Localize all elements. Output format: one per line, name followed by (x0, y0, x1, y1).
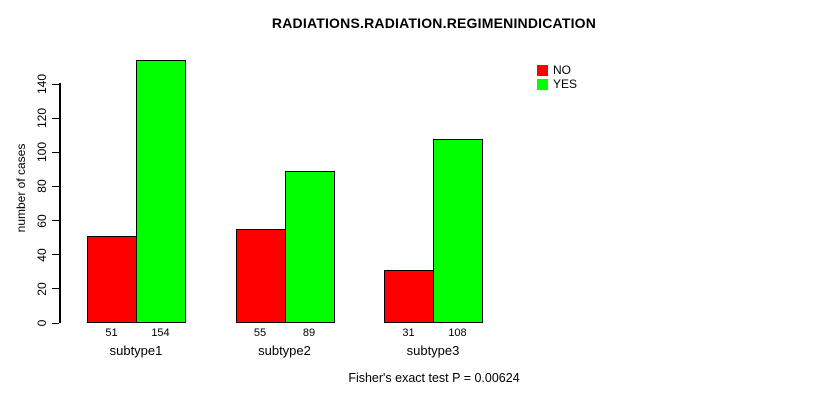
y-axis-line (59, 83, 61, 323)
bar-subtype3-yes (433, 139, 483, 323)
legend-swatch-no-icon (537, 65, 548, 76)
bar-value-label: 89 (302, 327, 316, 339)
bar-subtype1-yes (136, 60, 186, 323)
bar-value-label: 31 (402, 327, 415, 339)
bar-value-label: 108 (448, 327, 467, 339)
footnote-text: Fisher's exact test P = 0.00624 (348, 371, 520, 385)
y-tick-label: 0 (35, 319, 49, 327)
legend-item-no: NO (537, 64, 577, 77)
y-tick-label: 60 (35, 213, 49, 228)
y-axis-tick (52, 288, 59, 290)
y-tick-label: 20 (35, 282, 49, 296)
legend-label-no: NO (553, 63, 571, 77)
y-axis-tick (52, 185, 59, 187)
y-axis-tick (52, 220, 59, 222)
y-axis-tick (52, 117, 59, 119)
legend-item-yes: YES (537, 78, 577, 91)
y-axis-tick (52, 254, 59, 256)
bar-subtype3-no (384, 270, 434, 323)
x-category-label: subtype3 (406, 343, 460, 358)
y-tick-label: 40 (35, 248, 49, 262)
y-tick-label: 100 (35, 142, 49, 163)
bar-subtype2-no (235, 229, 286, 323)
x-category-label: subtype1 (109, 343, 163, 358)
legend-label-yes: YES (553, 77, 578, 91)
y-tick-label: 120 (35, 108, 49, 129)
bar-value-label: 154 (151, 327, 170, 339)
bar-subtype1-no (87, 236, 137, 323)
y-axis-tick (52, 151, 59, 153)
bar-value-label: 55 (253, 327, 267, 339)
y-axis-tick (52, 83, 59, 85)
bar-subtype2-yes (284, 171, 335, 323)
y-tick-label: 80 (35, 179, 49, 194)
y-tick-label: 140 (35, 73, 49, 95)
bar-value-label: 51 (105, 327, 118, 339)
y-axis-tick (52, 322, 59, 324)
legend: NO YES (537, 64, 577, 92)
y-axis-title: number of cases (14, 143, 28, 233)
legend-swatch-yes-icon (537, 79, 548, 90)
x-category-label: subtype2 (258, 343, 311, 358)
chart-title: RADIATIONS.RADIATION.REGIMENINDICATION (271, 15, 597, 31)
